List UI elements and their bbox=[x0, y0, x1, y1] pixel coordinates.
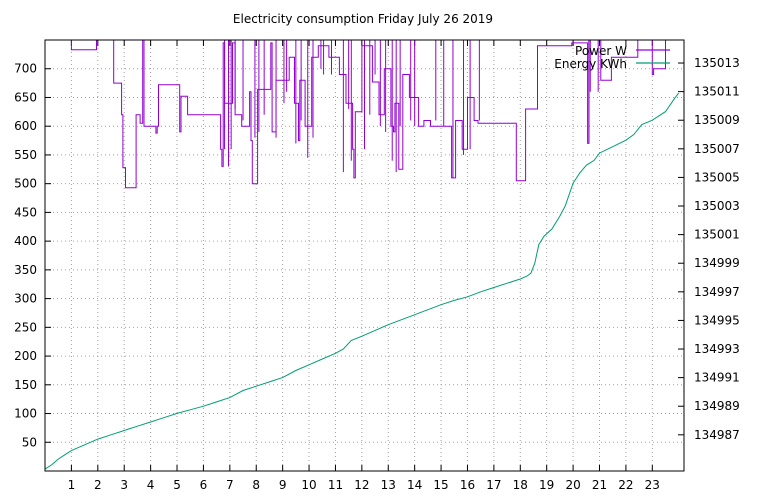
y-left-tick-label: 150 bbox=[14, 378, 37, 392]
chart-title: Electricity consumption Friday July 26 2… bbox=[233, 12, 493, 26]
y-right-tick-label: 134999 bbox=[694, 256, 740, 270]
y-right-tick-label: 134993 bbox=[694, 342, 740, 356]
x-tick-label: 23 bbox=[645, 478, 660, 492]
x-tick-label: 7 bbox=[226, 478, 234, 492]
y-right-tick-label: 135003 bbox=[694, 199, 740, 213]
y-left-tick-label: 450 bbox=[14, 205, 37, 219]
legend-label-energy: Energy KWh bbox=[554, 57, 627, 71]
y-right-tick-label: 135011 bbox=[694, 85, 740, 99]
series-layer bbox=[44, 39, 680, 470]
y-left-tick-label: 350 bbox=[14, 263, 37, 277]
axis-ticks bbox=[45, 40, 684, 471]
y-right-tick-label: 135007 bbox=[694, 142, 740, 156]
y-right-tick-label: 134989 bbox=[694, 399, 740, 413]
y-left-tick-label: 600 bbox=[14, 119, 37, 133]
x-tick-label: 21 bbox=[592, 478, 607, 492]
x-tick-label: 12 bbox=[354, 478, 369, 492]
legend-label-power: Power W bbox=[575, 44, 627, 58]
x-tick-label: 8 bbox=[252, 478, 260, 492]
x-tick-label: 6 bbox=[200, 478, 208, 492]
x-tick-label: 9 bbox=[279, 478, 287, 492]
x-tick-label: 10 bbox=[301, 478, 316, 492]
y-left-tick-label: 200 bbox=[14, 349, 37, 363]
y-right-tick-label: 135001 bbox=[694, 228, 740, 242]
x-tick-label: 13 bbox=[381, 478, 396, 492]
x-tick-label: 17 bbox=[486, 478, 501, 492]
y-left-tick-label: 250 bbox=[14, 320, 37, 334]
legend: Power W Energy KWh bbox=[554, 44, 670, 71]
tick-labels: 1 2 3 4 5 6 7 8 9 10 11 12 13 14 15 16 17 18 19 20 21 22 23501… bbox=[14, 56, 740, 492]
x-tick-label: 3 bbox=[120, 478, 128, 492]
y-left-tick-label: 700 bbox=[14, 62, 37, 76]
x-tick-label: 18 bbox=[513, 478, 528, 492]
x-tick-label: 2 bbox=[94, 478, 102, 492]
x-tick-label: 5 bbox=[173, 478, 181, 492]
y-left-tick-label: 650 bbox=[14, 90, 37, 104]
y-left-tick-label: 300 bbox=[14, 292, 37, 306]
x-tick-label: 1 bbox=[68, 478, 76, 492]
y-left-tick-label: 400 bbox=[14, 234, 37, 248]
y-right-tick-label: 134987 bbox=[694, 428, 740, 442]
x-tick-label: 15 bbox=[433, 478, 448, 492]
plot-frame bbox=[44, 39, 685, 472]
y-left-tick-label: 50 bbox=[22, 435, 37, 449]
y-right-tick-label: 135009 bbox=[694, 113, 740, 127]
x-tick-label: 19 bbox=[539, 478, 554, 492]
y-right-tick-label: 135005 bbox=[694, 170, 740, 184]
x-tick-label: 11 bbox=[328, 478, 343, 492]
y-right-tick-label: 134991 bbox=[694, 371, 740, 385]
x-tick-label: 20 bbox=[565, 478, 580, 492]
y-left-tick-label: 500 bbox=[14, 177, 37, 191]
grid bbox=[45, 40, 684, 471]
x-tick-label: 14 bbox=[407, 478, 422, 492]
series-line-energy bbox=[44, 92, 680, 470]
x-tick-label: 22 bbox=[618, 478, 633, 492]
y-left-tick-label: 550 bbox=[14, 148, 37, 162]
y-right-tick-label: 135013 bbox=[694, 56, 740, 70]
y-right-tick-label: 134997 bbox=[694, 285, 740, 299]
series-line-power bbox=[70, 39, 666, 189]
x-tick-label: 16 bbox=[460, 478, 475, 492]
y-left-tick-label: 100 bbox=[14, 407, 37, 421]
y-right-tick-label: 134995 bbox=[694, 313, 740, 327]
x-tick-label: 4 bbox=[147, 478, 155, 492]
